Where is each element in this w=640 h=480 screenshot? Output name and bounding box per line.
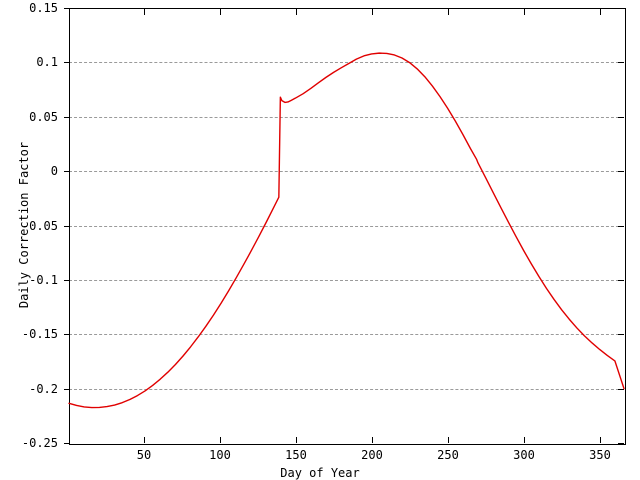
- y-axis-tick-label: -0.05: [21, 219, 58, 233]
- y-axis-tick: [618, 226, 624, 227]
- y-axis-tick: [64, 117, 70, 118]
- y-axis-tick: [618, 334, 624, 335]
- x-axis-tick: [600, 9, 601, 15]
- x-axis-tick: [296, 9, 297, 15]
- y-axis-tick: [64, 171, 70, 172]
- x-axis-tick: [220, 437, 221, 443]
- y-axis-tick: [618, 171, 624, 172]
- gridline-y: [69, 389, 624, 390]
- y-axis-tick: [618, 389, 624, 390]
- y-axis-tick: [618, 62, 624, 63]
- y-axis-tick-label: -0.15: [21, 327, 58, 341]
- x-axis-tick: [448, 9, 449, 15]
- y-axis-tick: [618, 443, 624, 444]
- y-axis-tick-label: 0.1: [36, 55, 58, 69]
- x-axis-tick-label: 200: [361, 448, 383, 462]
- y-axis-tick-label: -0.25: [21, 436, 58, 450]
- x-axis-tick: [524, 9, 525, 15]
- y-axis-tick: [64, 62, 70, 63]
- y-axis-tick-label: -0.2: [29, 382, 58, 396]
- x-axis-tick: [220, 9, 221, 15]
- x-axis-tick-label: 300: [513, 448, 535, 462]
- plot-area: [69, 8, 624, 443]
- x-axis-tick: [448, 437, 449, 443]
- y-axis-tick-label: 0.15: [29, 1, 58, 15]
- y-axis-tick-label: 0: [50, 164, 58, 178]
- y-axis-tick: [64, 280, 70, 281]
- y-axis-tick: [618, 117, 624, 118]
- y-axis-tick: [64, 8, 70, 9]
- y-axis-tick: [618, 8, 624, 9]
- x-axis-tick-label: 50: [136, 448, 152, 462]
- x-axis-tick-label: 150: [285, 448, 307, 462]
- y-axis-tick: [64, 334, 70, 335]
- series-line-daily-correction-factor: [68, 52, 625, 409]
- x-axis-tick: [524, 437, 525, 443]
- y-axis-tick: [64, 389, 70, 390]
- gridline-y: [69, 62, 624, 63]
- y-axis-tick-label: 0.05: [29, 110, 58, 124]
- x-axis-tick-label: 250: [437, 448, 459, 462]
- x-axis-tick: [144, 9, 145, 15]
- x-axis-tick: [372, 437, 373, 443]
- y-axis-tick: [64, 226, 70, 227]
- gridline-y: [69, 334, 624, 335]
- x-axis-tick: [372, 9, 373, 15]
- x-axis-tick-label: 350: [589, 448, 611, 462]
- x-axis-tick-label: 100: [209, 448, 231, 462]
- x-axis-tick: [144, 437, 145, 443]
- y-axis-tick: [618, 280, 624, 281]
- x-axis-tick: [600, 437, 601, 443]
- y-axis-title: Daily Correction Factor: [17, 141, 31, 309]
- y-axis-tick-label: -0.1: [29, 273, 58, 287]
- x-axis-title: Day of Year: [280, 466, 360, 480]
- gridline-y: [69, 280, 624, 281]
- gridline-y: [69, 226, 624, 227]
- gridline-y: [69, 171, 624, 172]
- gridline-y: [69, 117, 624, 118]
- y-axis-tick: [64, 443, 70, 444]
- x-axis-tick: [296, 437, 297, 443]
